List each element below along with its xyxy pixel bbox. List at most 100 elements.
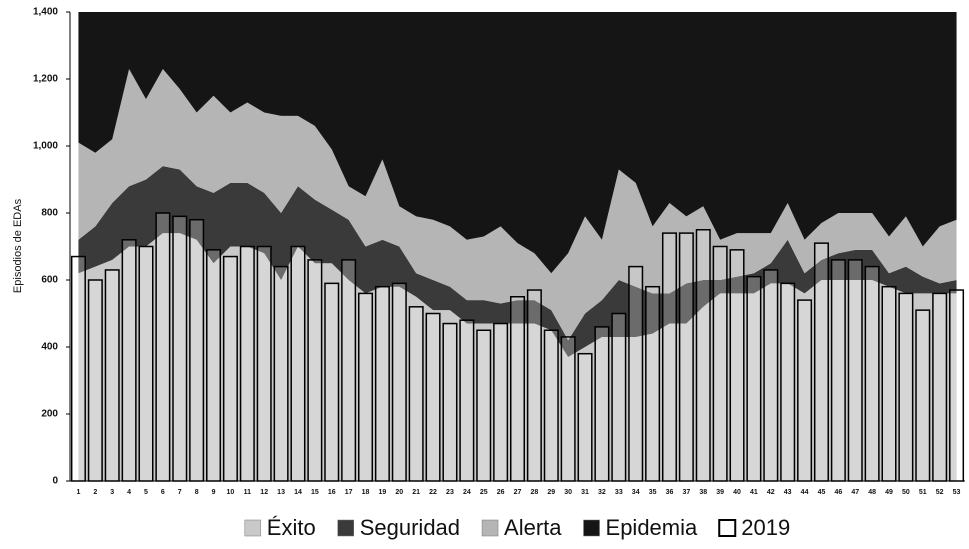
y-tick-label: 1,200 bbox=[33, 74, 58, 85]
x-tick-label: 49 bbox=[885, 489, 893, 496]
legend: Éxito Seguridad Alerta Epidemia 2019 bbox=[244, 515, 790, 540]
x-tick-label: 45 bbox=[818, 489, 826, 496]
x-tick-label: 22 bbox=[429, 489, 437, 496]
x-tick-label: 18 bbox=[362, 489, 370, 496]
x-tick-label: 19 bbox=[379, 489, 387, 496]
legend-label: Epidemia bbox=[606, 515, 698, 540]
bar bbox=[729, 249, 745, 482]
x-tick-label: 51 bbox=[919, 489, 927, 496]
bar bbox=[206, 249, 222, 482]
bar bbox=[780, 282, 796, 482]
bar bbox=[307, 259, 323, 482]
x-tick-label: 7 bbox=[178, 489, 182, 496]
x-tick-label: 12 bbox=[260, 489, 268, 496]
bar bbox=[560, 336, 576, 482]
x-tick-label: 25 bbox=[480, 489, 488, 496]
x-tick-label: 16 bbox=[328, 489, 336, 496]
x-tick-label: 34 bbox=[632, 489, 640, 496]
y-tick-label: 1,400 bbox=[33, 7, 58, 18]
y-tick-label: 1,000 bbox=[33, 141, 58, 152]
x-tick-label: 48 bbox=[868, 489, 876, 496]
x-tick-label: 44 bbox=[801, 489, 809, 496]
bar bbox=[87, 279, 103, 482]
x-tick-label: 14 bbox=[294, 489, 302, 496]
area bbox=[78, 12, 957, 274]
x-tick-label: 28 bbox=[530, 489, 538, 496]
x-tick-label: 39 bbox=[716, 489, 724, 496]
x-tick-label: 2 bbox=[93, 489, 97, 496]
bar bbox=[121, 239, 137, 482]
bar bbox=[543, 329, 559, 482]
bar bbox=[459, 319, 475, 482]
bar bbox=[611, 312, 627, 482]
x-tick-label: 13 bbox=[277, 489, 285, 496]
y-tick-label: 400 bbox=[41, 342, 58, 353]
bar bbox=[391, 282, 407, 482]
bar bbox=[746, 275, 762, 482]
bar bbox=[830, 259, 846, 482]
x-tick-label: 1 bbox=[76, 489, 80, 496]
y-tick-label: 800 bbox=[41, 208, 58, 219]
bar bbox=[695, 229, 711, 482]
x-tick-label: 26 bbox=[497, 489, 505, 496]
bar bbox=[577, 352, 593, 482]
x-tick-label: 37 bbox=[682, 489, 690, 496]
x-tick-label: 30 bbox=[564, 489, 572, 496]
bar bbox=[915, 309, 931, 482]
bar bbox=[881, 285, 897, 482]
bar bbox=[70, 255, 86, 482]
legend-swatch bbox=[718, 519, 737, 537]
y-tick-label: 200 bbox=[41, 409, 58, 420]
legend-label: 2019 bbox=[741, 515, 790, 540]
bar bbox=[442, 322, 458, 482]
bar bbox=[256, 245, 272, 482]
x-tick-label: 50 bbox=[902, 489, 910, 496]
x-tick-label: 4 bbox=[127, 489, 131, 496]
x-tick-label: 24 bbox=[463, 489, 471, 496]
x-tick-label: 15 bbox=[311, 489, 319, 496]
x-tick-label: 38 bbox=[699, 489, 707, 496]
legend-label: Seguridad bbox=[360, 515, 460, 540]
bar bbox=[374, 285, 390, 482]
bar bbox=[290, 245, 306, 482]
x-tick-label: 27 bbox=[514, 489, 522, 496]
bar bbox=[273, 265, 289, 482]
x-tick-label: 31 bbox=[581, 489, 589, 496]
area bbox=[78, 233, 957, 481]
x-tick-label: 29 bbox=[547, 489, 555, 496]
bar bbox=[763, 269, 779, 482]
legend-swatch bbox=[337, 519, 354, 537]
x-tick-label: 33 bbox=[615, 489, 623, 496]
bar bbox=[172, 215, 188, 482]
bar bbox=[797, 299, 813, 482]
bar bbox=[341, 259, 357, 482]
x-tick-label: 36 bbox=[666, 489, 674, 496]
x-tick-label: 35 bbox=[649, 489, 657, 496]
legend-label: Éxito bbox=[267, 515, 316, 540]
y-tick-label: 600 bbox=[41, 275, 58, 286]
x-tick-label: 9 bbox=[212, 489, 216, 496]
bar bbox=[661, 232, 677, 482]
bar bbox=[526, 289, 542, 482]
x-tick-label: 8 bbox=[195, 489, 199, 496]
bar bbox=[678, 232, 694, 482]
bar bbox=[425, 312, 441, 482]
x-tick-label: 46 bbox=[834, 489, 842, 496]
bar bbox=[645, 285, 661, 482]
y-tick-label: 0 bbox=[52, 476, 58, 487]
bar bbox=[155, 212, 171, 482]
x-tick-label: 10 bbox=[227, 489, 235, 496]
x-tick-label: 40 bbox=[733, 489, 741, 496]
bar bbox=[239, 245, 255, 482]
x-tick-label: 3 bbox=[110, 489, 114, 496]
bar bbox=[104, 269, 120, 482]
area bbox=[78, 68, 957, 341]
bar bbox=[324, 282, 340, 482]
x-tick-label: 47 bbox=[851, 489, 859, 496]
x-tick-label: 5 bbox=[144, 489, 148, 496]
x-tick-label: 6 bbox=[161, 489, 165, 496]
legend-swatch bbox=[244, 519, 262, 537]
x-tick-label: 11 bbox=[244, 489, 252, 496]
x-tick-label: 23 bbox=[446, 489, 454, 496]
